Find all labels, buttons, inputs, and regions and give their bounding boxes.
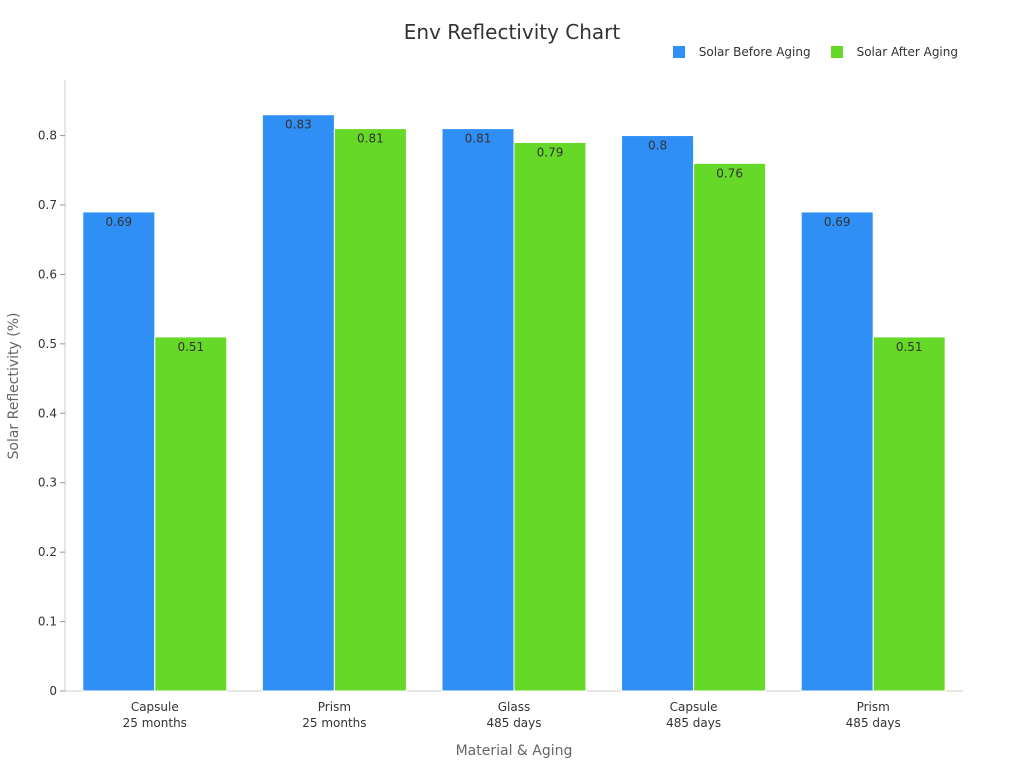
y-tick-label: 0.3	[38, 476, 57, 490]
bar[interactable]	[261, 114, 335, 692]
bar-value-label: 0.76	[716, 166, 743, 180]
bar[interactable]	[82, 211, 156, 692]
x-tick-label: Capsule	[131, 700, 179, 714]
y-tick-label: 0.1	[38, 615, 57, 629]
y-tick-label: 0.8	[38, 129, 57, 143]
legend-item-before[interactable]: Solar Before Aging	[672, 45, 811, 59]
bar[interactable]	[621, 135, 695, 692]
legend-label-before: Solar Before Aging	[698, 45, 811, 59]
bar-value-label: 0.8	[648, 139, 667, 153]
x-tick-label: 485 days	[486, 716, 541, 730]
chart-title: Env Reflectivity Chart	[403, 20, 621, 44]
bar[interactable]	[693, 162, 767, 692]
y-axis-title: Solar Reflectivity (%)	[6, 313, 22, 460]
bar[interactable]	[513, 141, 587, 692]
x-tick-label: 25 months	[123, 716, 187, 730]
bar-value-label: 0.51	[896, 340, 923, 354]
x-tick-label: Capsule	[670, 700, 718, 714]
x-tick-label: Prism	[857, 700, 890, 714]
bar-value-label: 0.69	[105, 215, 132, 229]
bar-value-label: 0.81	[357, 132, 384, 146]
y-tick-label: 0.2	[38, 545, 57, 559]
bar-value-label: 0.83	[285, 118, 312, 132]
legend: Solar Before Aging Solar After Aging	[653, 45, 958, 59]
bar-value-label: 0.81	[465, 132, 492, 146]
x-tick-label: 25 months	[302, 716, 366, 730]
legend-label-after: Solar After Aging	[856, 45, 958, 59]
bar[interactable]	[333, 128, 407, 692]
x-tick-label: 485 days	[666, 716, 721, 730]
data-labels: 0.69 0.51 0.83 0.81 0.81 0.79 0.8 0.76 0.69 0.51	[105, 118, 922, 354]
y-tick-label: 0.5	[38, 337, 57, 351]
bar[interactable]	[441, 128, 515, 692]
x-tick-label: 485 days	[846, 716, 901, 730]
x-axis-title: Material & Aging	[456, 743, 573, 759]
y-tick-label: 0	[49, 684, 57, 698]
legend-swatch-before	[672, 46, 685, 58]
bar[interactable]	[154, 336, 228, 692]
bar[interactable]	[800, 211, 874, 692]
x-tick-label: Glass	[498, 700, 531, 714]
legend-item-after[interactable]: Solar After Aging	[830, 45, 958, 59]
y-tick-label: 0.4	[38, 406, 57, 420]
bars	[82, 114, 946, 692]
bar-value-label: 0.69	[824, 215, 851, 229]
y-tick-label: 0.7	[38, 198, 57, 212]
bar[interactable]	[872, 336, 946, 692]
legend-swatch-after	[830, 46, 843, 58]
bar-value-label: 0.51	[177, 340, 204, 354]
x-tick-label: Prism	[318, 700, 351, 714]
y-tick-label: 0.6	[38, 267, 57, 281]
bar-value-label: 0.79	[537, 145, 564, 159]
